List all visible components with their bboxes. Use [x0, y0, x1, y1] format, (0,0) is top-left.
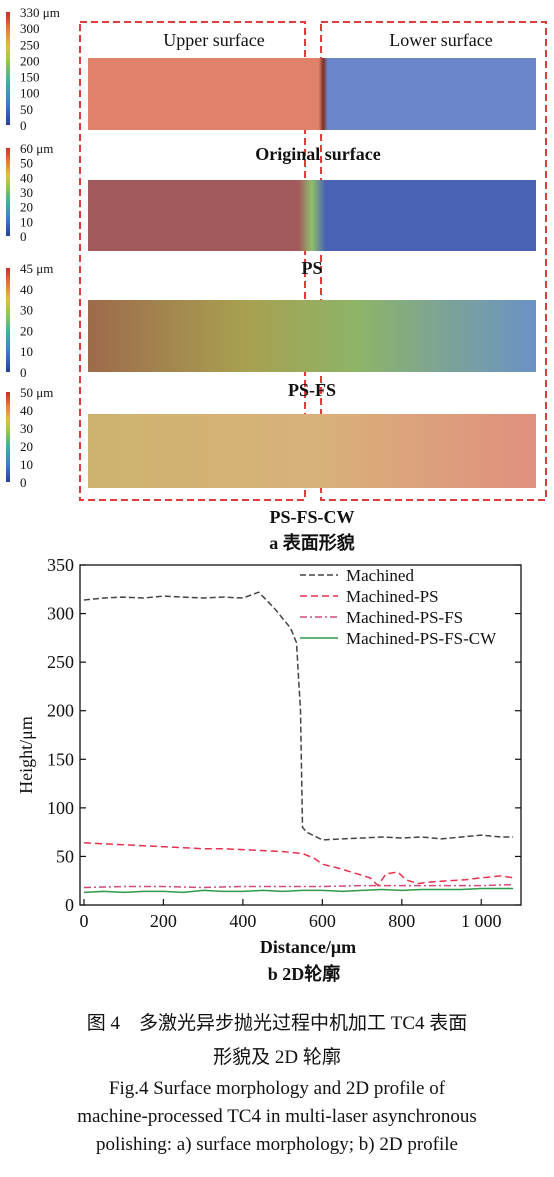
x-tick-label: 600 [309, 911, 336, 931]
chart-axes: 0 50 100 150 200 250 300 350 0 200 400 600 800 1 000 [47, 555, 522, 931]
strip-label-ps-fs: PS-FS [288, 380, 336, 400]
colorbar-1-tick: 0 [20, 118, 27, 133]
legend-label-4: Machined-PS-FS-CW [346, 629, 497, 648]
colorbar-2-tick: 0 [20, 229, 27, 244]
colorbar-1-tick: 250 [20, 37, 40, 52]
colorbar-2-tick: 40 [20, 170, 33, 185]
legend-label-3: Machined-PS-FS [346, 608, 463, 627]
morphology-strip-ps [88, 180, 536, 251]
colorbar-1-tick: 150 [20, 70, 40, 85]
colorbar-4-tick: 30 [20, 421, 33, 436]
subcaption-a: a 表面形貌 [269, 532, 355, 553]
colorbar-3-tick: 30 [20, 303, 33, 318]
x-tick-label: 0 [79, 911, 88, 931]
colorbar-4 [6, 392, 10, 482]
colorbar-2-tick: 30 [20, 185, 33, 200]
colorbar-4-tick: 0 [20, 475, 27, 490]
morphology-strip-ps-fs [88, 300, 536, 372]
colorbar-3-tick: 10 [20, 344, 33, 359]
colorbar-1-tick: 200 [20, 53, 40, 68]
series-line-3 [83, 883, 514, 889]
lower-surface-region-box [320, 21, 547, 501]
figure-caption-cn-line1: 图 4 多激光异步抛光过程中机加工 TC4 表面 [86, 1013, 468, 1034]
colorbar-2-tick: 50 [20, 156, 33, 171]
chart-series [83, 591, 514, 894]
y-tick-label: 0 [65, 895, 74, 915]
colorbar-4-tick: 10 [20, 457, 33, 472]
upper-surface-label: Upper surface [163, 30, 264, 50]
colorbar-1 [6, 12, 10, 125]
morphology-strip-original [88, 58, 536, 130]
legend-label-1: Machined [346, 566, 414, 585]
upper-surface-region-box [79, 21, 306, 501]
figure-caption-en-line3: polishing: a) surface morphology; b) 2D … [96, 1134, 458, 1155]
x-axis-label: Distance/μm [260, 937, 356, 957]
y-tick-label: 300 [47, 604, 74, 624]
x-tick-label: 800 [388, 911, 415, 931]
x-tick-label: 400 [229, 911, 256, 931]
strip-label-ps-fs-cw: PS-FS-CW [270, 507, 355, 527]
series-line-4 [83, 887, 514, 894]
legend-label-2: Machined-PS [346, 587, 439, 606]
y-tick-label: 50 [56, 846, 74, 866]
colorbar-3 [6, 268, 10, 372]
x-tick-label: 1 000 [461, 911, 502, 931]
colorbar-1-tick: 330 μm [20, 5, 60, 20]
plot-frame [79, 564, 522, 906]
colorbar-1-tick: 300 [20, 21, 40, 36]
series-line-2 [83, 842, 514, 887]
colorbar-3-tick: 0 [20, 365, 27, 380]
colorbar-2-tick: 10 [20, 214, 33, 229]
colorbar-4-tick: 40 [20, 403, 33, 418]
figure-caption-en-line2: machine-processed TC4 in multi-laser asy… [77, 1106, 477, 1127]
colorbar-4-tick: 20 [20, 439, 33, 454]
colorbar-1-tick: 50 [20, 102, 33, 117]
y-tick-label: 200 [47, 701, 74, 721]
y-tick-label: 150 [47, 749, 74, 769]
colorbar-3-tick: 45 μm [20, 261, 53, 276]
lower-surface-label: Lower surface [389, 30, 492, 50]
x-tick-label: 200 [150, 911, 177, 931]
colorbar-3-tick: 20 [20, 323, 33, 338]
series-line-1 [83, 591, 514, 841]
figure-caption-en-line1: Fig.4 Surface morphology and 2D profile … [108, 1078, 446, 1099]
chart-legend: Machined Machined-PS Machined-PS-FS Machine… [300, 566, 497, 648]
colorbar-3-tick: 40 [20, 282, 33, 297]
colorbar-4-tick: 50 μm [20, 385, 53, 400]
y-axis-label: Height/μm [16, 716, 36, 794]
colorbar-1-tick: 100 [20, 86, 40, 101]
colorbar-2-tick: 60 μm [20, 141, 53, 156]
y-tick-label: 250 [47, 652, 74, 672]
y-tick-label: 350 [47, 555, 74, 575]
y-tick-label: 100 [47, 798, 74, 818]
morphology-strip-ps-fs-cw [88, 414, 536, 488]
strip-label-ps: PS [301, 258, 322, 278]
subcaption-b: b 2D轮廓 [268, 963, 341, 984]
strip-label-original: Original surface [255, 144, 380, 164]
colorbar-2 [6, 148, 10, 236]
figure-caption-cn-line2: 形貌及 2D 轮廓 [213, 1047, 341, 1068]
colorbar-2-tick: 20 [20, 200, 33, 215]
